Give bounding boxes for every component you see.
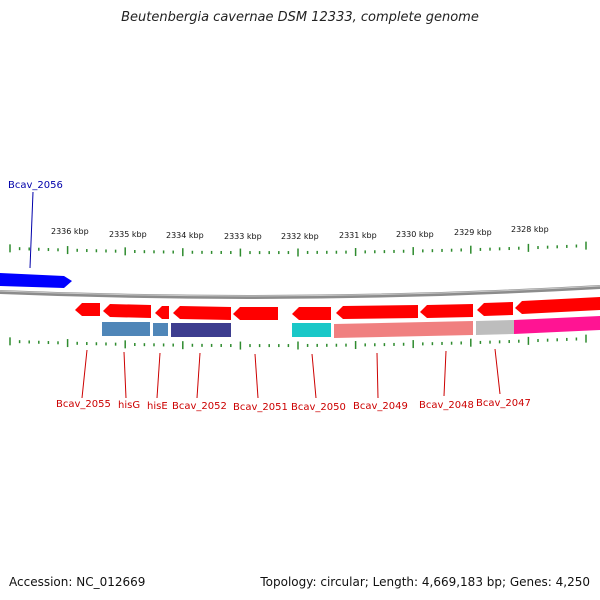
leader-line — [156, 352, 161, 399]
feature-block-navy — [171, 323, 231, 337]
gene-bcav-2051[interactable] — [233, 307, 278, 320]
gene-hisg[interactable] — [103, 304, 151, 318]
gene-label-bcav-2050: Bcav_2050 — [291, 402, 346, 413]
gene-label-bcav-2055: Bcav_2055 — [56, 399, 111, 410]
feature-block-salmon — [334, 321, 473, 338]
gene-label-hisg: hisG — [118, 400, 140, 411]
gene-label-bcav-2056: Bcav_2056 — [8, 180, 63, 191]
bottom-leader-lines — [81, 348, 501, 399]
feature-block-magenta — [514, 316, 600, 334]
gene-label-bcav-2047: Bcav_2047 — [476, 398, 531, 409]
kbp-label: 2331 kbp — [339, 231, 377, 240]
leader-line — [311, 353, 317, 399]
leader-line — [443, 350, 447, 397]
leader-line — [254, 353, 259, 399]
gene-label-bcav-2049: Bcav_2049 — [353, 401, 408, 412]
genome-backbone — [0, 285, 600, 299]
gene-bcav-2055[interactable] — [75, 303, 100, 316]
kbp-label: 2334 kbp — [166, 231, 204, 240]
kbp-label: 2332 kbp — [281, 232, 319, 241]
gene-bcav-2050[interactable] — [292, 307, 331, 320]
kbp-label: 2328 kbp — [511, 225, 549, 234]
kbp-label: 2333 kbp — [224, 232, 262, 241]
feature-block-steelblue — [153, 323, 168, 336]
kbp-labels: 2336 kbp 2335 kbp 2334 kbp 2333 kbp 2332… — [51, 225, 549, 241]
leader-line — [376, 352, 379, 399]
reverse-genes — [75, 297, 600, 320]
kbp-label: 2335 kbp — [109, 230, 147, 239]
gene-bcav-2052[interactable] — [173, 306, 231, 320]
gene-bcav-2048[interactable] — [420, 304, 473, 318]
gene-next[interactable] — [515, 297, 600, 314]
kbp-label: 2330 kbp — [396, 230, 434, 239]
feature-block-gray — [476, 320, 514, 335]
feature-block-steelblue — [102, 322, 150, 336]
gene-hise[interactable] — [155, 306, 169, 319]
gene-bcav-2049[interactable] — [336, 305, 418, 319]
gene-label-hise: hisE — [147, 401, 168, 412]
lower-tick-row — [9, 334, 587, 350]
leader-line — [29, 191, 34, 269]
leader-line — [196, 352, 201, 399]
upper-tick-row — [9, 241, 587, 257]
bottom-gene-labels: Bcav_2055 hisG hisE Bcav_2052 Bcav_2051 … — [56, 398, 531, 413]
gene-label-bcav-2048: Bcav_2048 — [419, 400, 474, 411]
leader-line — [494, 348, 501, 395]
feature-blocks — [102, 316, 600, 338]
genome-backbone-highlight — [0, 285, 600, 297]
genome-info-text: Topology: circular; Length: 4,669,183 bp… — [260, 575, 590, 589]
genome-title: Beutenbergia cavernae DSM 12333, complet… — [121, 10, 479, 25]
gene-bcav-2056[interactable] — [0, 273, 72, 288]
gene-label-bcav-2051: Bcav_2051 — [233, 402, 288, 413]
leader-line — [123, 351, 127, 399]
kbp-label: 2336 kbp — [51, 227, 89, 236]
feature-block-cyan — [292, 323, 331, 337]
gene-bcav-2047[interactable] — [477, 302, 513, 316]
gene-label-bcav-2052: Bcav_2052 — [172, 401, 227, 412]
accession-text: Accession: NC_012669 — [9, 575, 146, 589]
kbp-label: 2329 kbp — [454, 228, 492, 237]
leader-line — [81, 349, 88, 399]
